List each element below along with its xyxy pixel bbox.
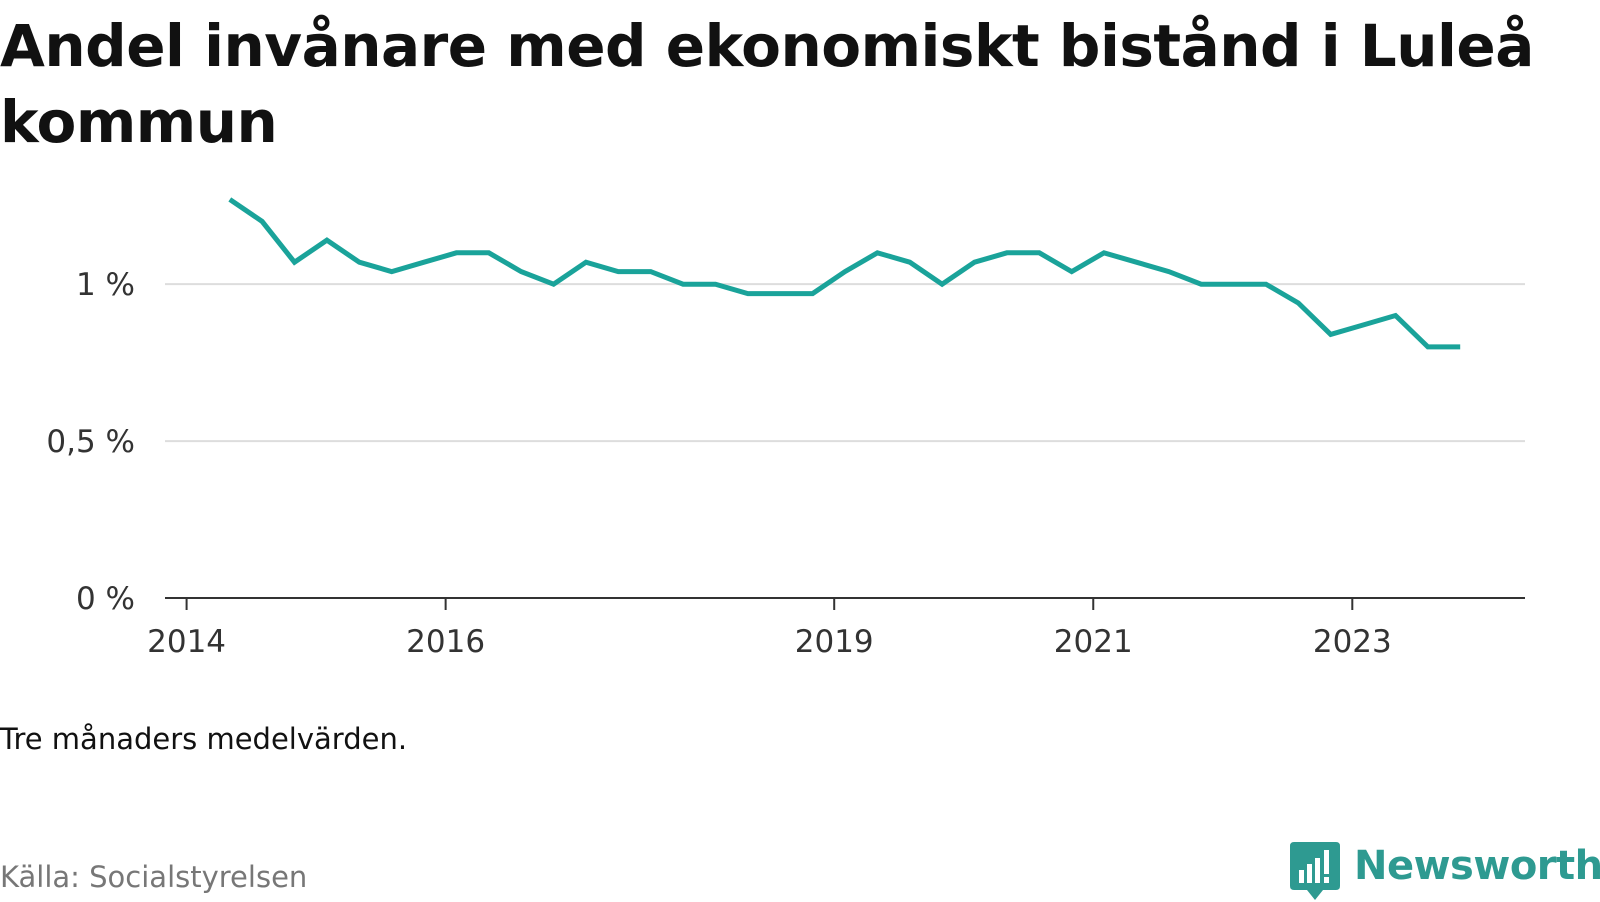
x-tick-label: 2014 — [147, 624, 226, 660]
y-axis-tick-labels: 0 % 0,5 % 1 % — [46, 267, 135, 617]
x-tick-label: 2016 — [406, 624, 485, 660]
brand-logo: Newsworthy — [1290, 842, 1600, 902]
chart-title: Andel invånare med ekonomiskt bistånd i … — [0, 12, 1534, 156]
series-layer — [228, 197, 1461, 350]
source-label: Källa: Socialstyrelsen — [0, 860, 308, 894]
x-tick-label: 2021 — [1054, 624, 1133, 660]
brand-name: Newsworthy — [1354, 843, 1600, 889]
gridlines — [165, 283, 1525, 443]
x-tick-label: 2023 — [1313, 624, 1392, 660]
y-tick-label: 1 % — [76, 267, 135, 303]
newsworthy-logo-icon — [1290, 842, 1340, 900]
series-line — [228, 197, 1461, 350]
chart-note: Tre månaders medelvärden. — [0, 722, 408, 756]
y-tick-label: 0,5 % — [46, 424, 135, 460]
x-tick-label: 2019 — [795, 624, 874, 660]
y-tick-label: 0 % — [76, 581, 135, 617]
x-axis-ticks: 2014 2016 2019 2021 2023 — [147, 598, 1392, 660]
